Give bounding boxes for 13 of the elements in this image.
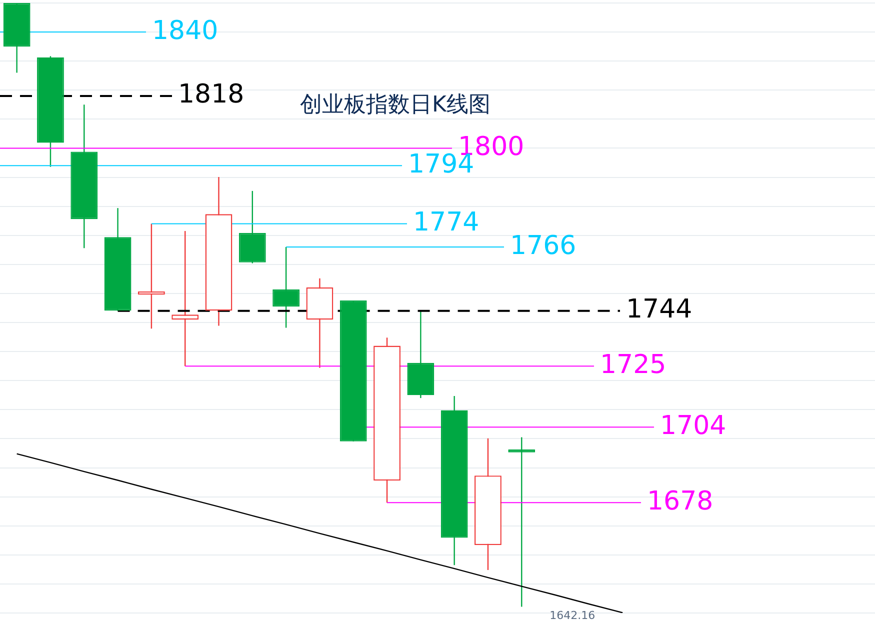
ref-line-label: 1774 — [413, 208, 480, 238]
ref-line-label: 1744 — [626, 294, 692, 325]
ref-line-label: 1678 — [647, 486, 714, 516]
ref-line-label: 1766 — [510, 230, 576, 261]
text: 创业板指数日K线图 — [300, 92, 490, 118]
ref-line-label: 1840 — [152, 16, 218, 46]
annotation: 1642.16 — [550, 609, 596, 622]
candlestick — [172, 230, 199, 367]
ref-line-label: 1725 — [600, 350, 666, 380]
candlestick — [138, 223, 165, 330]
ref-line-label: 1704 — [660, 410, 726, 441]
ref-line-label: 1818 — [178, 80, 244, 110]
candlestick — [508, 436, 536, 608]
